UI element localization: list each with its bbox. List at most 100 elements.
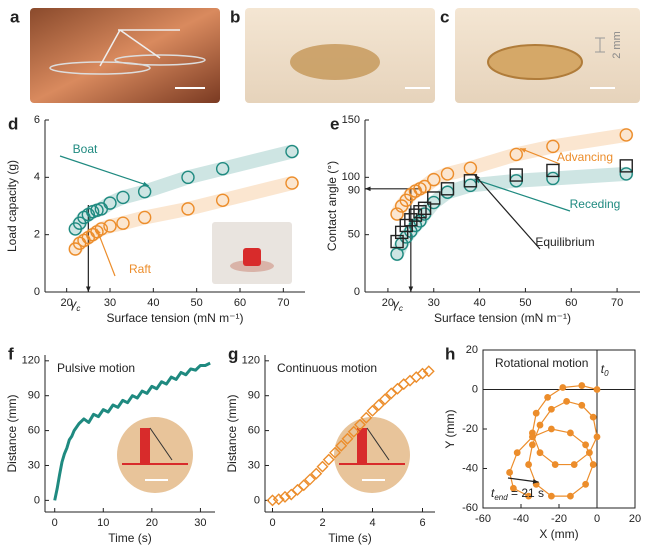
data-point — [390, 234, 404, 249]
series-band — [68, 176, 299, 256]
x-tick-label: 30 — [104, 297, 116, 309]
data-point — [310, 467, 323, 480]
data-point — [427, 191, 441, 205]
data-point — [578, 382, 586, 389]
y-tick-label: 120 — [242, 355, 260, 367]
arrow-head — [474, 174, 480, 181]
data-point — [397, 378, 410, 391]
series-band — [68, 144, 299, 236]
data-point — [546, 163, 560, 178]
plot-frame — [482, 349, 636, 509]
y-tick-label: 0 — [254, 494, 260, 506]
data-point — [582, 480, 589, 488]
data-point — [546, 171, 560, 186]
x-tick-label: -60 — [475, 513, 491, 525]
data-point — [215, 162, 230, 176]
data-point — [548, 405, 555, 413]
panel-label: f — [8, 344, 14, 363]
photo-a — [30, 8, 220, 103]
x-tick-label: 70 — [611, 297, 623, 309]
data-point — [354, 418, 366, 431]
series-line — [53, 361, 211, 501]
data-point — [94, 222, 109, 236]
inset-f — [117, 417, 193, 493]
x-tick-label: 40 — [473, 297, 485, 309]
x-tick-label: -40 — [513, 513, 529, 525]
arrow-head — [142, 181, 149, 187]
data-point — [567, 492, 574, 500]
x-tick-label: 50 — [519, 297, 531, 309]
data-point — [570, 461, 578, 468]
label-main: t — [601, 362, 605, 376]
y-tick-label: 0 — [354, 286, 360, 298]
label-suffix: = 21 s — [508, 486, 544, 500]
data-point — [285, 176, 299, 190]
data-point — [586, 449, 593, 457]
data-point — [509, 168, 523, 182]
chart-title: Continuous motion — [277, 361, 377, 375]
data-point — [525, 492, 532, 500]
panel-label: g — [228, 344, 238, 363]
x-tick-label: 40 — [147, 297, 159, 309]
y-tick-label: 20 — [466, 344, 478, 356]
photo-c — [455, 8, 640, 103]
panel-label: a — [10, 7, 20, 26]
y-tick-label: 50 — [348, 229, 360, 241]
data-point — [536, 421, 544, 429]
data-point — [506, 469, 514, 476]
data-point — [463, 174, 478, 188]
x-axis-label: Surface tension (mN m⁻¹) — [106, 311, 243, 325]
subscript-label: γc — [70, 297, 80, 313]
data-point — [578, 401, 586, 409]
y-tick-label: 0 — [34, 494, 40, 506]
data-point — [390, 207, 404, 221]
y-tick-label: 0 — [34, 286, 40, 298]
x-tick-label: 60 — [234, 297, 246, 309]
y-tick-label: 30 — [248, 459, 260, 471]
panel-label: b — [230, 7, 240, 26]
x-tick-label: 50 — [191, 297, 203, 309]
data-point — [408, 208, 423, 222]
data-point — [103, 219, 117, 233]
x-axis-label: Time (s) — [328, 531, 372, 545]
y-tick-label: 30 — [28, 459, 40, 471]
data-point — [297, 479, 310, 492]
y-tick-label: 120 — [22, 355, 40, 367]
scale-annotation: 2 mm — [611, 31, 623, 59]
y-axis-label: Distance (mm) — [225, 394, 239, 472]
series-label: Boat — [73, 142, 98, 156]
y-tick-label: -20 — [462, 423, 478, 435]
data-point — [417, 179, 432, 194]
data-point — [536, 449, 544, 457]
x-tick-label: 60 — [565, 297, 577, 309]
y-tick-label: -40 — [462, 462, 478, 474]
y-tick-label: 0 — [472, 383, 478, 395]
data-point — [582, 441, 589, 449]
data-point — [440, 167, 455, 181]
y-tick-label: 4 — [34, 171, 40, 183]
x-tick-label: -20 — [551, 513, 567, 525]
data-point — [548, 492, 555, 500]
x-tick-label: 0 — [594, 513, 600, 525]
data-point — [509, 147, 523, 162]
data-point — [593, 433, 601, 441]
y-tick-label: 60 — [248, 424, 260, 436]
chart-title: Pulsive motion — [57, 361, 135, 375]
x-tick-label: 10 — [97, 517, 109, 529]
data-point — [593, 386, 601, 393]
annotation-arrow — [59, 155, 149, 187]
series-label: Receding — [570, 197, 621, 211]
x-axis-label: Surface tension (mN m⁻¹) — [434, 311, 571, 325]
inset-g — [334, 417, 410, 493]
data-point — [103, 196, 117, 210]
data-point — [619, 159, 633, 173]
data-point — [563, 397, 570, 405]
x-tick-label: 30 — [194, 517, 206, 529]
data-point — [372, 399, 385, 411]
annotation-arrow — [474, 178, 571, 212]
data-point — [422, 365, 435, 378]
label-main: γ — [70, 297, 77, 311]
label-main: γ — [393, 297, 400, 311]
x-tick-label: 20 — [629, 513, 641, 525]
